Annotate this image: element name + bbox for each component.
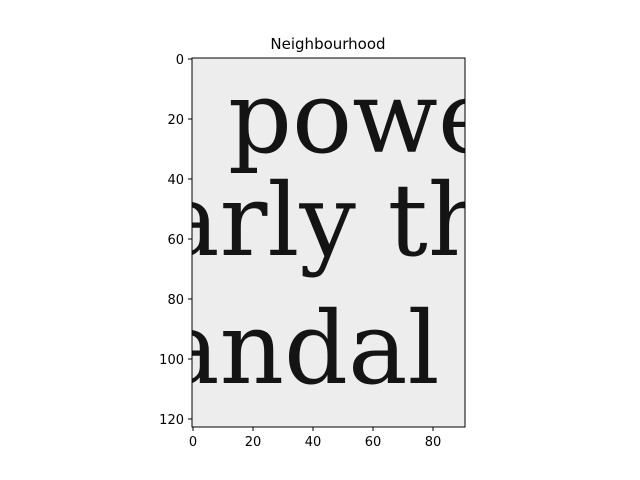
chart-title: Neighbourhood [270, 35, 385, 53]
y-tick-label: 0 [176, 53, 184, 68]
image-background [192, 58, 465, 427]
y-tick-label: 60 [167, 233, 184, 248]
text-line-2: arly th [160, 162, 492, 279]
x-tick-label: 0 [189, 435, 197, 450]
y-tick-label: 80 [167, 293, 184, 308]
x-tick-label: 40 [305, 435, 322, 450]
x-tick-label: 20 [245, 435, 262, 450]
x-tick-label: 80 [425, 435, 442, 450]
y-axis: 0 20 40 60 80 100 120 [159, 53, 192, 428]
y-tick-label: 20 [167, 113, 184, 128]
text-line-1: powe [228, 59, 497, 176]
x-axis: 0 20 40 60 80 [189, 427, 441, 450]
x-tick-label: 60 [365, 435, 382, 450]
image-panel: powe arly th andal [160, 58, 497, 427]
y-tick-label: 40 [167, 173, 184, 188]
text-line-3: andal [160, 290, 440, 407]
y-tick-label: 120 [159, 413, 184, 428]
y-tick-label: 100 [159, 353, 184, 368]
axes-frame [191, 57, 466, 428]
